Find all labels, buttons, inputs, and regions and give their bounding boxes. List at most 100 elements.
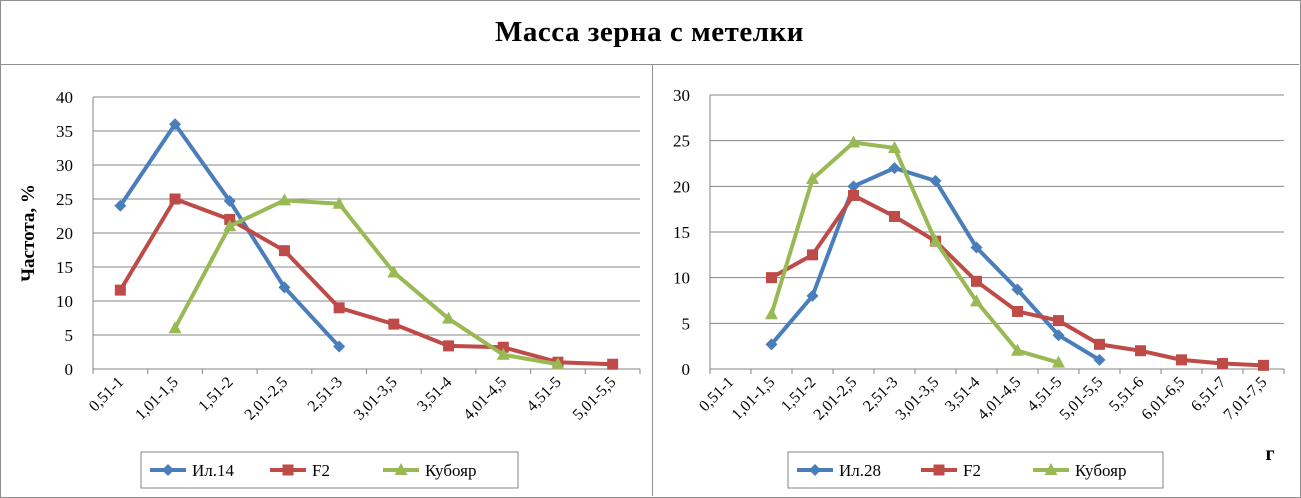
point-square bbox=[889, 210, 900, 222]
point-diamond bbox=[162, 464, 174, 476]
point-square bbox=[1258, 359, 1269, 371]
point-square bbox=[388, 318, 400, 330]
point-diamond bbox=[114, 199, 127, 212]
x-tick-label: 6,01-6,5 bbox=[1139, 374, 1189, 424]
y-tick-label: 25 bbox=[673, 132, 690, 151]
point-triangle bbox=[1044, 463, 1058, 475]
series-line bbox=[173, 198, 560, 367]
series-blue bbox=[765, 162, 1106, 366]
point-triangle bbox=[223, 219, 237, 232]
point-triangle bbox=[168, 321, 182, 334]
point-triangle bbox=[551, 357, 565, 370]
series-line bbox=[769, 193, 1266, 368]
point-diamond bbox=[970, 241, 983, 254]
point-square bbox=[933, 464, 945, 476]
point-triangle bbox=[442, 311, 456, 324]
y-tick-label: 35 bbox=[56, 122, 73, 141]
point-diamond bbox=[765, 338, 778, 351]
y-tick-label: 10 bbox=[673, 269, 690, 288]
point-triangle bbox=[1011, 343, 1024, 356]
point-square bbox=[169, 193, 181, 205]
point-triangle bbox=[394, 463, 408, 475]
panel-divider bbox=[652, 64, 653, 496]
y-tick-label: 0 bbox=[65, 360, 74, 379]
point-triangle bbox=[387, 265, 401, 278]
legend: Ил.14 F2 Кубояр bbox=[140, 451, 519, 489]
x-tick-label: 3,01-3,5 bbox=[893, 374, 943, 424]
x-tick-label: 5,01-5,5 bbox=[1057, 374, 1107, 424]
legend-label: F2 bbox=[963, 461, 981, 480]
point-triangle bbox=[332, 196, 346, 209]
legend-box bbox=[140, 451, 519, 489]
point-diamond bbox=[1011, 283, 1024, 296]
y-tick-label: 5 bbox=[65, 326, 74, 345]
point-square bbox=[282, 464, 294, 476]
point-diamond bbox=[278, 281, 291, 294]
series-green bbox=[765, 135, 1065, 368]
series-green bbox=[168, 193, 565, 370]
series-line bbox=[769, 140, 1061, 365]
point-square bbox=[848, 189, 859, 201]
y-tick-label: 40 bbox=[56, 88, 73, 107]
point-diamond bbox=[929, 174, 942, 187]
y-tick-label: 20 bbox=[56, 224, 73, 243]
y-tick-label: 25 bbox=[56, 190, 73, 209]
point-triangle bbox=[496, 347, 510, 360]
series-blue bbox=[114, 118, 346, 353]
point-square bbox=[1135, 345, 1146, 357]
x-tick-label: 4,01-4,5 bbox=[975, 374, 1025, 424]
x-axis-title: г bbox=[1265, 443, 1274, 465]
legend-label: Кубояр bbox=[1075, 461, 1126, 480]
point-square bbox=[114, 284, 126, 296]
series-red bbox=[766, 189, 1269, 371]
point-square bbox=[443, 340, 455, 352]
point-square bbox=[1176, 354, 1187, 366]
point-triangle bbox=[277, 193, 291, 206]
x-tick-label: 1,01-1,5 bbox=[729, 374, 779, 424]
y-tick-label: 20 bbox=[673, 177, 690, 196]
legend-label: Кубояр bbox=[425, 461, 476, 480]
point-square bbox=[807, 249, 818, 261]
chart-title: Масса зерна с метелки bbox=[495, 15, 804, 48]
x-tick-label: 7,01-7,5 bbox=[1221, 374, 1271, 424]
y-axis-title: Частота, % bbox=[18, 184, 39, 282]
point-diamond bbox=[1093, 353, 1106, 366]
legend-label: F2 bbox=[312, 461, 330, 480]
series-line bbox=[118, 197, 615, 367]
legend-label: Ил.28 bbox=[839, 461, 881, 480]
series-line bbox=[769, 166, 1102, 362]
point-triangle bbox=[888, 140, 901, 153]
point-square bbox=[497, 341, 509, 353]
point-diamond bbox=[223, 195, 236, 208]
point-diamond bbox=[169, 118, 182, 131]
y-tick-label: 30 bbox=[56, 156, 73, 175]
point-diamond bbox=[806, 289, 819, 302]
point-square bbox=[1094, 338, 1105, 350]
point-square bbox=[971, 275, 982, 287]
point-triangle bbox=[1052, 355, 1065, 368]
x-tick-label: 2,01-2,5 bbox=[811, 374, 861, 424]
point-square bbox=[607, 358, 619, 370]
point-square bbox=[278, 245, 290, 257]
point-triangle bbox=[806, 172, 819, 185]
point-triangle bbox=[970, 294, 983, 307]
point-triangle bbox=[929, 234, 942, 247]
point-diamond bbox=[1052, 329, 1065, 342]
point-square bbox=[766, 272, 777, 284]
y-tick-label: 0 bbox=[682, 360, 691, 379]
y-tick-label: 10 bbox=[56, 292, 73, 311]
chart-title-box: Масса зерна с метелки bbox=[0, 0, 1299, 65]
point-triangle bbox=[765, 307, 778, 320]
point-square bbox=[1217, 358, 1228, 370]
point-diamond bbox=[333, 340, 346, 353]
legend: Ил.28 F2 Кубояр bbox=[787, 451, 1164, 489]
point-square bbox=[1012, 305, 1023, 317]
y-tick-label: 15 bbox=[56, 258, 73, 277]
point-triangle bbox=[847, 135, 860, 148]
y-tick-label: 15 bbox=[673, 223, 690, 242]
legend-box bbox=[787, 451, 1164, 489]
y-tick-label: 30 bbox=[673, 86, 690, 105]
legend-label: Ил.14 bbox=[192, 461, 235, 480]
